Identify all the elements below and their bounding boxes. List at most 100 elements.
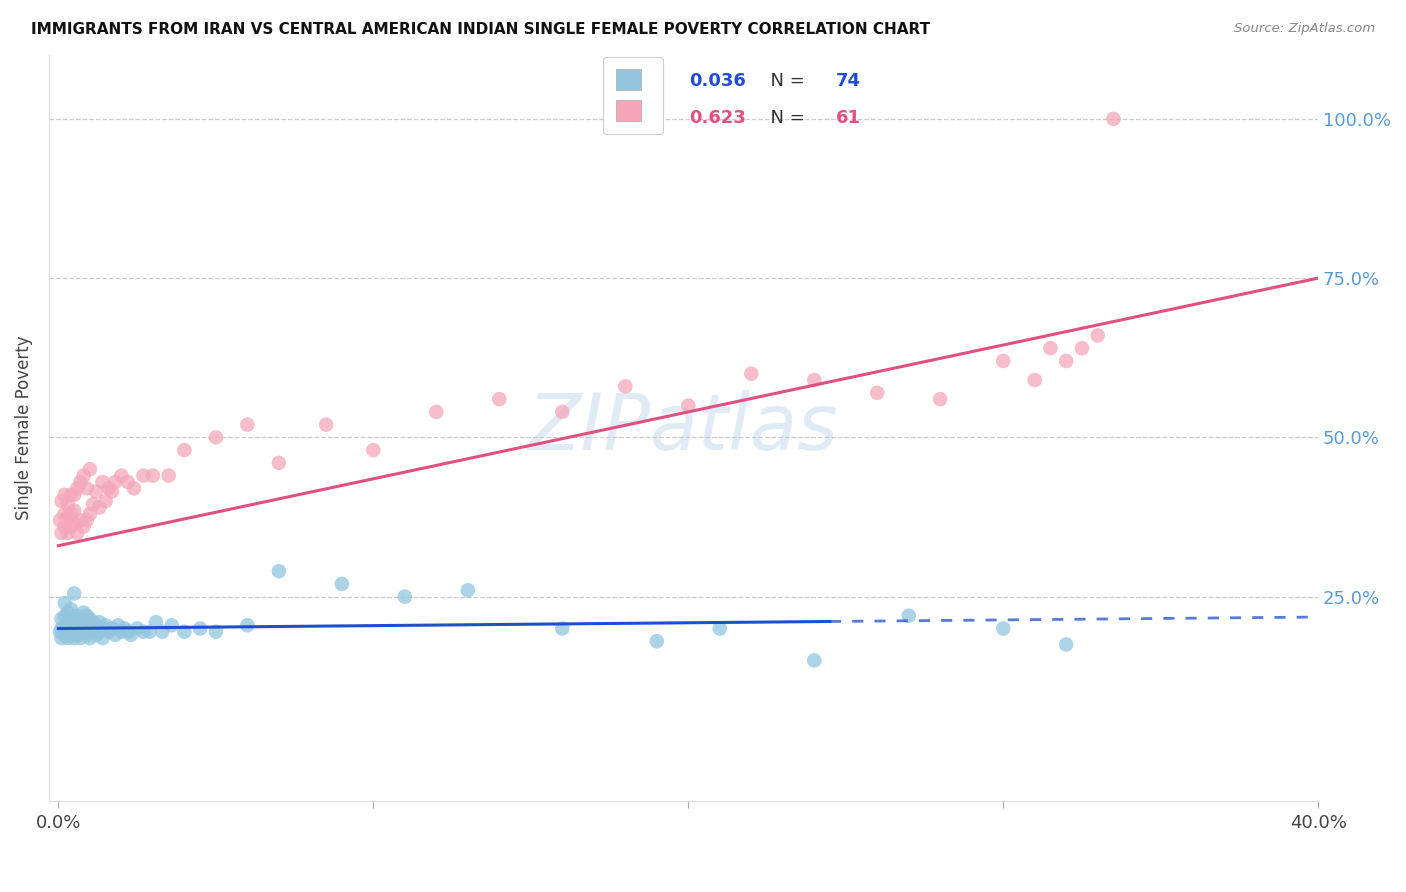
Point <box>66 618 89 632</box>
Point <box>51 612 73 626</box>
Point <box>49 513 72 527</box>
Point <box>91 631 114 645</box>
Point <box>49 624 72 639</box>
Point <box>72 624 94 639</box>
Point <box>76 608 98 623</box>
Point <box>803 373 825 387</box>
Point <box>51 622 73 636</box>
Point <box>63 488 86 502</box>
Point <box>117 475 139 489</box>
Point <box>60 519 83 533</box>
Point <box>709 622 731 636</box>
Point <box>457 583 479 598</box>
Point <box>101 484 124 499</box>
Point <box>122 481 145 495</box>
Point <box>94 494 117 508</box>
Point <box>205 624 228 639</box>
Point <box>94 618 117 632</box>
Point <box>110 468 132 483</box>
Point <box>236 618 259 632</box>
Point <box>84 618 107 632</box>
Point <box>60 628 83 642</box>
Point <box>614 379 637 393</box>
Point <box>53 608 76 623</box>
Point <box>60 612 83 626</box>
Point <box>51 631 73 645</box>
Point <box>551 622 574 636</box>
Point <box>56 624 79 639</box>
Point <box>56 631 79 645</box>
Point <box>551 405 574 419</box>
Point <box>79 462 101 476</box>
Point <box>76 618 98 632</box>
Point <box>53 596 76 610</box>
Point <box>53 488 76 502</box>
Point <box>315 417 337 432</box>
Text: R =: R = <box>613 72 652 90</box>
Point <box>139 624 162 639</box>
Point <box>63 612 86 626</box>
Point <box>72 606 94 620</box>
Point <box>76 628 98 642</box>
Point <box>97 481 120 495</box>
Point <box>56 606 79 620</box>
Point <box>394 590 416 604</box>
Point <box>150 624 173 639</box>
Point <box>69 513 91 527</box>
Point <box>740 367 762 381</box>
Point <box>157 468 180 483</box>
Y-axis label: Single Female Poverty: Single Female Poverty <box>15 335 32 520</box>
Point <box>132 624 155 639</box>
Point <box>91 622 114 636</box>
Point <box>76 513 98 527</box>
Point <box>72 519 94 533</box>
Point <box>1039 341 1062 355</box>
Point <box>803 653 825 667</box>
Point <box>678 399 700 413</box>
Point <box>53 519 76 533</box>
Point <box>173 624 195 639</box>
Point <box>866 385 889 400</box>
Point <box>79 612 101 626</box>
Point <box>897 608 920 623</box>
Point <box>56 497 79 511</box>
Point <box>330 577 353 591</box>
Point <box>56 615 79 629</box>
Point <box>101 622 124 636</box>
Point <box>84 628 107 642</box>
Point <box>97 624 120 639</box>
Point <box>60 622 83 636</box>
Point <box>236 417 259 432</box>
Point <box>63 516 86 531</box>
Point <box>145 615 167 629</box>
Text: 61: 61 <box>835 109 860 127</box>
Point <box>72 468 94 483</box>
Text: N =: N = <box>759 109 811 127</box>
Point <box>69 622 91 636</box>
Point <box>173 443 195 458</box>
Point <box>79 631 101 645</box>
Point <box>66 481 89 495</box>
Point <box>1054 354 1077 368</box>
Point <box>488 392 510 406</box>
Text: ZIPatlas: ZIPatlas <box>529 390 839 466</box>
Point <box>69 612 91 626</box>
Point <box>56 510 79 524</box>
Point <box>63 624 86 639</box>
Text: Source: ZipAtlas.com: Source: ZipAtlas.com <box>1234 22 1375 36</box>
Text: 0.036: 0.036 <box>689 72 747 90</box>
Point <box>56 525 79 540</box>
Point <box>60 507 83 521</box>
Point <box>114 622 136 636</box>
Point <box>645 634 668 648</box>
Point <box>89 500 111 515</box>
Point <box>205 430 228 444</box>
Point <box>89 624 111 639</box>
Point <box>63 586 86 600</box>
Point <box>188 622 211 636</box>
Point <box>51 494 73 508</box>
Point <box>104 628 127 642</box>
Point <box>63 503 86 517</box>
Point <box>82 624 104 639</box>
Point <box>104 475 127 489</box>
